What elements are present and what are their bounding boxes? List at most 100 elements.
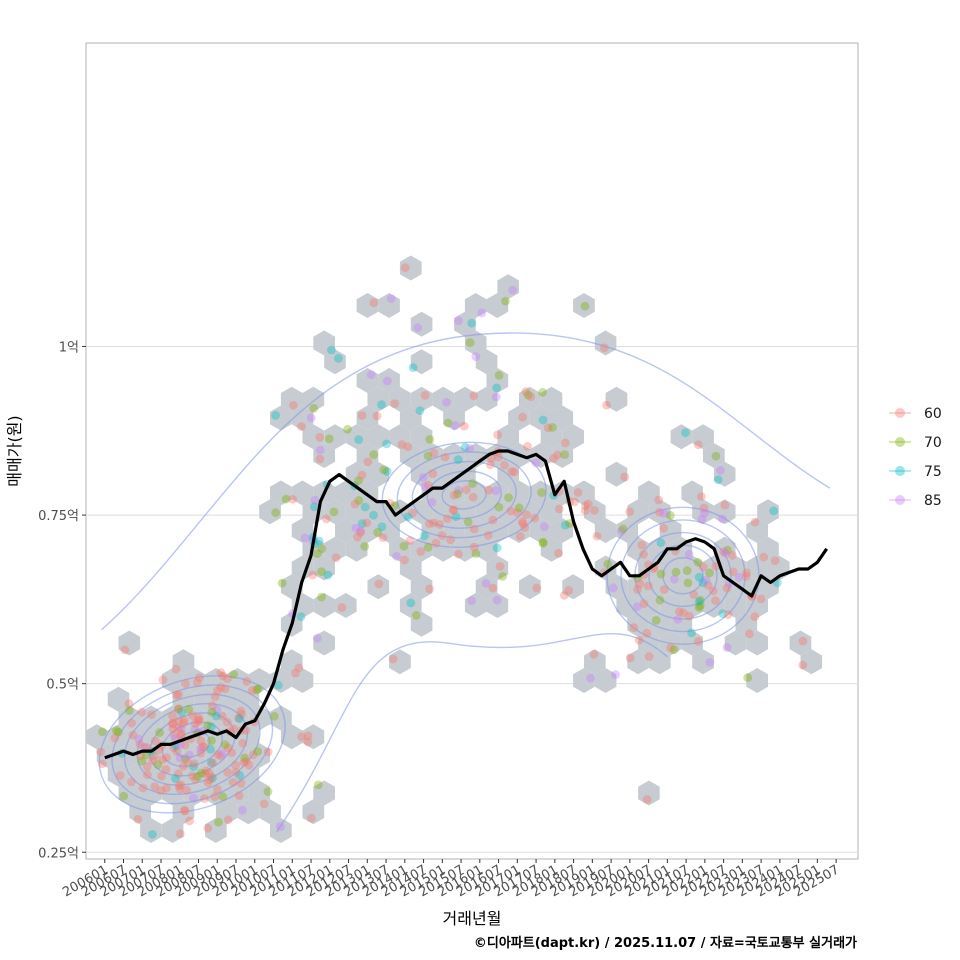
scatter-point (718, 609, 728, 618)
scatter-point (227, 748, 237, 758)
hex-bin (410, 574, 433, 600)
scatter-point (195, 673, 204, 682)
scatter-point (350, 499, 360, 509)
scatter-point (203, 823, 213, 833)
scatter-point (671, 567, 681, 577)
scatter-point (488, 515, 498, 525)
scatter-point (183, 757, 192, 767)
hex-bin (443, 480, 465, 506)
scatter-point (323, 570, 333, 580)
hex-bin (713, 536, 736, 562)
hex-bin (335, 518, 357, 543)
scatter-point (276, 822, 285, 831)
scatter-point (206, 758, 216, 768)
hex-bin (746, 593, 768, 618)
scatter-point (635, 579, 645, 589)
scatter-point (477, 308, 487, 318)
scatter-point (231, 767, 241, 777)
hex-bin (367, 499, 390, 525)
hex-bin (324, 424, 346, 450)
scatter-point (185, 816, 195, 826)
scatter-point (443, 514, 452, 523)
scatter-point (216, 683, 226, 692)
scatter-point (759, 552, 769, 562)
hex-bin (291, 668, 314, 693)
hex-bin (486, 593, 509, 618)
scatter-point (405, 536, 415, 545)
hex-bin (519, 574, 541, 600)
y-tick-label: 1억 (59, 340, 79, 355)
hex-bin (616, 593, 639, 618)
scatter-point (174, 723, 183, 733)
density-contour (426, 470, 502, 520)
scatter-point (210, 692, 220, 701)
scatter-point (162, 753, 172, 762)
scatter-point (491, 392, 501, 402)
scatter-point (425, 519, 434, 528)
scatter-point (313, 633, 322, 643)
scatter-point (222, 717, 232, 727)
hex-bin (313, 443, 335, 468)
scatter-point (465, 338, 475, 347)
scatter-point (711, 451, 721, 461)
hex-bin (497, 274, 519, 300)
scatter-point (484, 485, 494, 495)
y-axis-title: 매매가(원) (5, 415, 24, 486)
scatter-point (689, 590, 699, 599)
hex-bin (129, 799, 151, 825)
scatter-point (291, 668, 300, 678)
scatter-point (307, 813, 316, 823)
hex-bin (681, 555, 703, 581)
scatter-point (377, 400, 386, 410)
hex-bin (389, 536, 411, 562)
scatter-point (390, 399, 400, 408)
hex-bin (497, 424, 519, 450)
scatter-point (669, 645, 679, 654)
hex-bin (302, 424, 325, 450)
scatter-point (234, 791, 244, 800)
scatter-point (643, 581, 653, 591)
scatter-point (507, 467, 517, 476)
hex-bin (573, 293, 595, 318)
scatter-point (194, 715, 204, 725)
scatter-point (314, 536, 324, 546)
scatter-point (288, 494, 298, 504)
scatter-point (418, 473, 428, 482)
scatter-point (403, 512, 413, 522)
hex-bin (605, 386, 628, 412)
hex-bin (215, 761, 238, 787)
hex-bin (713, 499, 736, 525)
scatter-point (442, 397, 451, 407)
scatter-point (115, 771, 125, 780)
scatter-point (175, 829, 185, 839)
density-contour (123, 693, 261, 796)
scatter-point (372, 411, 382, 421)
scatter-point (493, 430, 502, 440)
scatter-point (253, 747, 263, 756)
density-contour (662, 557, 704, 595)
hex-bin (215, 799, 238, 825)
scatter-point (431, 538, 441, 548)
scatter-point (637, 540, 647, 550)
scatter-point (231, 760, 241, 770)
hex-bin (648, 611, 671, 637)
scatter-point (742, 568, 751, 578)
scatter-point (420, 531, 429, 541)
legend-key-point (895, 495, 905, 505)
scatter-point (504, 493, 513, 502)
hex-bin (161, 818, 184, 843)
scatter-point (193, 716, 203, 726)
scatter-point (216, 668, 226, 677)
scatter-point (179, 718, 189, 728)
scatter-point (798, 636, 808, 646)
hex-bin (454, 386, 476, 412)
hex-bin (410, 499, 433, 525)
hex-bin (681, 630, 703, 656)
scatter-point (429, 518, 439, 528)
scatter-point (180, 740, 190, 750)
scatter-point (681, 428, 690, 438)
scatter-point (196, 748, 206, 758)
scatter-point (491, 486, 501, 496)
scatter-point (208, 701, 217, 711)
scatter-point (156, 786, 166, 795)
